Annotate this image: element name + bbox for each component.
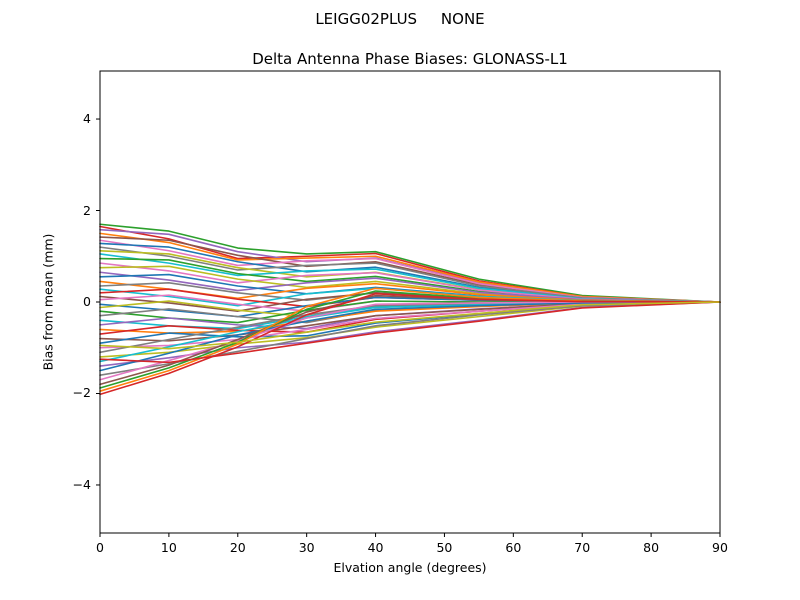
y-tick-label: 0	[83, 294, 91, 309]
y-tick-label: 4	[83, 111, 91, 127]
series-line	[99, 232, 721, 303]
x-tick-label: 90	[712, 540, 728, 555]
x-tick-label: 70	[574, 540, 591, 555]
x-tick-label: 60	[505, 540, 522, 555]
x-tick-label: 50	[436, 540, 453, 555]
series-line	[99, 301, 721, 381]
x-tick-label: 0	[96, 540, 104, 555]
x-tick-label: 10	[160, 540, 177, 555]
x-tick-label: 30	[298, 540, 315, 555]
y-tick-label: −2	[72, 385, 91, 401]
axes-title: Delta Antenna Phase Biases: GLONASS-L1	[252, 50, 568, 68]
series-line	[99, 301, 721, 350]
y-tick-label: −4	[72, 476, 91, 492]
series-line	[99, 246, 721, 303]
series-line	[99, 292, 721, 396]
y-tick-label: 2	[83, 202, 91, 218]
series-line	[99, 223, 721, 303]
x-axis-label: Elvation angle (degrees)	[333, 560, 487, 575]
series-line	[99, 301, 721, 364]
series-line	[99, 301, 721, 372]
x-tick-label: 80	[643, 540, 660, 555]
x-tick-label: 20	[229, 540, 246, 555]
figure-suptitle: LEIGG02PLUS NONE	[315, 10, 485, 28]
x-tick-label: 40	[367, 540, 384, 555]
